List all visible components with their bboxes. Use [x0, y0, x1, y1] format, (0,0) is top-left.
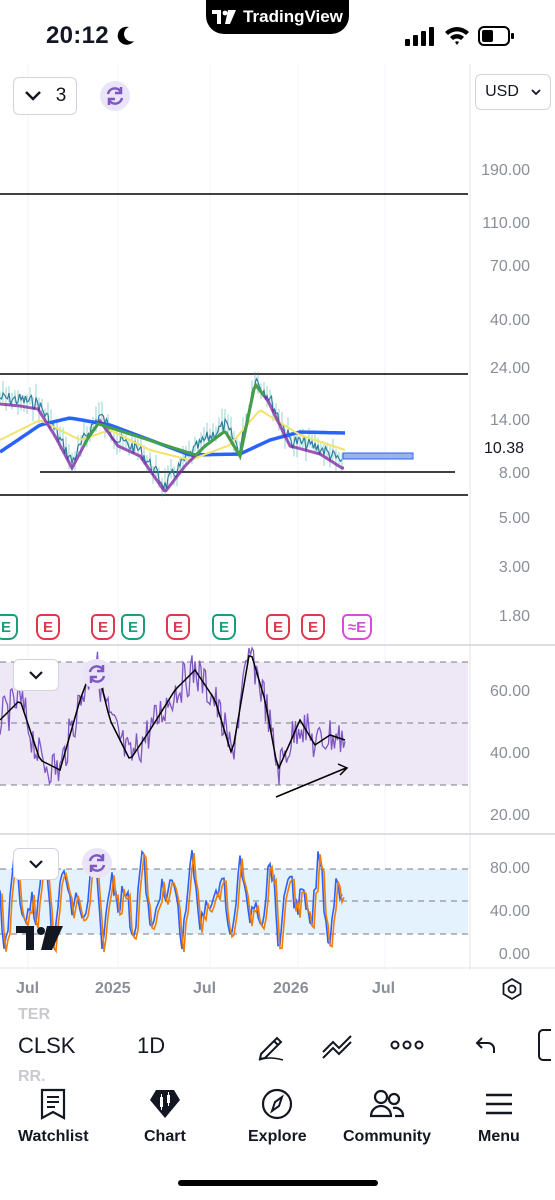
nav-label: Explore [248, 1128, 307, 1145]
status-time: 20:12 [46, 22, 109, 49]
interval-selector[interactable]: 3 [13, 77, 77, 115]
more-options-icon[interactable] [390, 1038, 424, 1052]
stoch-d-line [1, 852, 345, 954]
earnings-marker[interactable]: E [0, 614, 18, 640]
time-axis-label: Jul [372, 980, 396, 997]
ghost-symbol-text: TER [18, 1006, 50, 1023]
interval-count: 3 [55, 85, 67, 106]
earnings-marker[interactable]: E [301, 614, 325, 640]
chart-icon [149, 1090, 180, 1118]
chevron-down-icon [531, 88, 541, 95]
nav-label: Chart [144, 1128, 186, 1145]
stoch-k-line [0, 849, 343, 951]
tradingview-logo-icon [212, 10, 237, 24]
watchlist-icon [41, 1088, 66, 1120]
nav-label: Community [343, 1128, 431, 1145]
draw-pen-icon[interactable] [255, 1030, 287, 1062]
trend-line [275, 767, 347, 798]
price-axis-label: 110.00 [482, 215, 530, 232]
app-pill-label: TradingView [243, 7, 343, 26]
stoch-sync-button[interactable] [82, 848, 112, 878]
price-axis-label: 8.00 [498, 465, 530, 482]
nav-explore[interactable]: Explore [248, 1088, 307, 1146]
tradingview-pill[interactable]: TradingView [206, 0, 349, 34]
trend-arrow-icon [337, 763, 349, 776]
stoch-axis-label: 40.00 [489, 903, 530, 920]
earnings-marker[interactable]: E [266, 614, 290, 640]
ghost-symbol-text: RR. [18, 1068, 46, 1085]
rsi-sync-button[interactable] [82, 659, 112, 689]
wifi-icon [445, 27, 469, 45]
time-axis-label: 2025 [95, 980, 131, 997]
sync-button[interactable] [100, 81, 130, 111]
undo-icon[interactable] [474, 1034, 498, 1056]
nav-label: Menu [478, 1128, 520, 1145]
rsi-axis-label: 60.00 [489, 683, 530, 700]
rsi-ma-line [0, 654, 346, 772]
price-axis-label: 40.00 [489, 312, 530, 329]
stoch-axis-label: 80.00 [489, 860, 530, 877]
current-price-label: 10.38 [484, 440, 525, 457]
symbol-button[interactable]: CLSK [18, 1033, 76, 1058]
price-axis-label: 1.80 [498, 608, 530, 625]
moving-average-short-up [82, 382, 266, 461]
moon-icon [117, 26, 134, 45]
earnings-marker[interactable]: E [36, 614, 60, 640]
stoch-axis-label: 0.00 [498, 946, 530, 963]
hamburger-icon [485, 1093, 512, 1115]
projection-box [342, 452, 414, 460]
tradingview-watermark-icon [16, 926, 63, 950]
earnings-marker[interactable]: E [91, 614, 115, 640]
chevron-down-icon [29, 860, 43, 869]
chart-settings-icon[interactable] [500, 977, 524, 1001]
nav-chart[interactable]: Chart [144, 1088, 186, 1146]
sync-icon [106, 87, 124, 105]
interval-button[interactable]: 1D [137, 1033, 166, 1058]
stoch-pane-collapse-button[interactable] [13, 848, 59, 880]
home-indicator [178, 1180, 378, 1186]
price-axis-label: 190.00 [481, 162, 530, 179]
price-axis-label: 24.00 [489, 360, 530, 377]
fullscreen-icon[interactable] [537, 1028, 555, 1062]
chevron-down-icon [29, 671, 43, 680]
community-icon [369, 1089, 405, 1118]
sync-icon [88, 854, 106, 872]
rsi-line [0, 646, 346, 786]
compass-icon [262, 1088, 293, 1120]
battery-icon [478, 26, 514, 46]
earnings-marker-upcoming[interactable]: ≈E [342, 614, 372, 640]
indicators-icon[interactable] [321, 1032, 355, 1060]
price-axis-label: 70.00 [489, 258, 530, 275]
sync-icon [88, 665, 106, 683]
nav-community[interactable]: Community [343, 1088, 431, 1146]
currency-selector[interactable]: USD [475, 74, 551, 110]
time-axis-label: Jul [16, 980, 40, 997]
rsi-axis-label: 40.00 [489, 745, 530, 762]
earnings-marker[interactable]: E [121, 614, 145, 640]
time-axis-label: 2026 [273, 980, 309, 997]
time-axis-label: Jul [193, 980, 217, 997]
rsi-pane-collapse-button[interactable] [13, 659, 59, 691]
moving-average-short [0, 382, 344, 493]
price-chart[interactable] [0, 64, 555, 1014]
chevron-down-icon [24, 91, 41, 101]
price-axis-label: 5.00 [498, 510, 530, 527]
cellular-signal-icon [405, 27, 434, 46]
currency-label: USD [485, 83, 519, 100]
price-axis-label: 14.00 [489, 412, 530, 429]
moving-average-mid [0, 409, 346, 461]
earnings-marker[interactable]: E [212, 614, 236, 640]
price-axis-label: 3.00 [498, 559, 530, 576]
nav-menu[interactable]: Menu [478, 1088, 520, 1146]
nav-watchlist[interactable]: Watchlist [18, 1088, 89, 1146]
nav-label: Watchlist [18, 1128, 89, 1145]
moving-average-long [0, 416, 346, 457]
rsi-axis-label: 20.00 [489, 807, 530, 824]
earnings-marker[interactable]: E [166, 614, 190, 640]
